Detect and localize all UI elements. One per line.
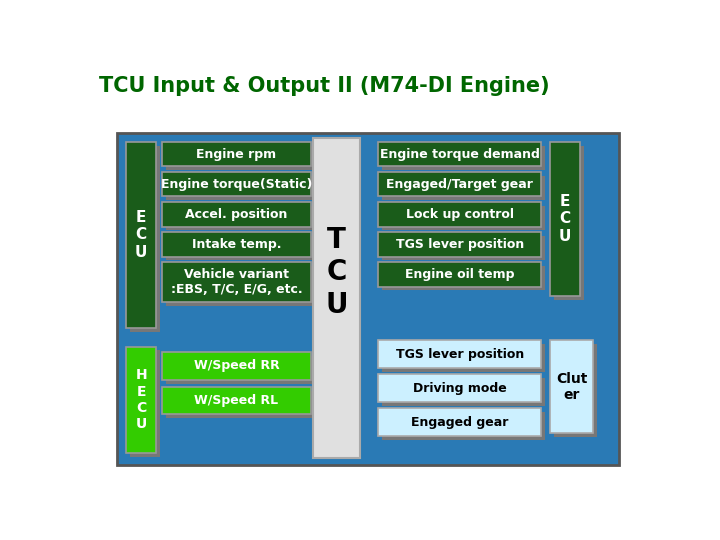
Text: Driving mode: Driving mode [413, 382, 507, 395]
Text: Engine torque demand: Engine torque demand [379, 147, 539, 160]
Bar [313, 138, 360, 457]
Text: Engaged gear: Engaged gear [411, 416, 508, 429]
Bar [166, 236, 315, 260]
Text: Engine oil temp: Engine oil temp [405, 268, 514, 281]
Bar [554, 345, 597, 437]
Bar [166, 356, 315, 383]
Text: TGS lever position: TGS lever position [395, 238, 523, 251]
Text: Accel. position: Accel. position [185, 208, 288, 221]
Bar [117, 132, 619, 465]
Bar [378, 374, 541, 402]
Bar [550, 142, 580, 296]
Bar [162, 387, 311, 414]
Bar [378, 202, 541, 226]
Text: Clut
er: Clut er [556, 372, 588, 402]
Bar [378, 142, 541, 166]
Bar [382, 266, 545, 291]
Bar [382, 176, 545, 200]
Bar [127, 347, 156, 453]
Bar [166, 176, 315, 200]
Bar [162, 172, 311, 197]
Bar [382, 236, 545, 260]
Text: Engine torque(Static): Engine torque(Static) [161, 178, 312, 191]
Bar [166, 146, 315, 170]
Bar [382, 146, 545, 170]
Bar [378, 232, 541, 256]
Bar [382, 345, 545, 372]
Bar [162, 352, 311, 380]
Bar [166, 206, 315, 231]
Text: Engine rpm: Engine rpm [197, 147, 276, 160]
Text: W/Speed RR: W/Speed RR [194, 360, 279, 373]
Text: Lock up control: Lock up control [405, 208, 513, 221]
Text: Vehicle variant
:EBS, T/C, E/G, etc.: Vehicle variant :EBS, T/C, E/G, etc. [171, 268, 302, 296]
Bar [162, 262, 311, 302]
Bar [162, 202, 311, 226]
Text: T
C
U: T C U [325, 226, 348, 319]
Text: E
C
U: E C U [559, 194, 571, 244]
Bar [127, 142, 156, 328]
Bar [378, 340, 541, 368]
Bar [130, 350, 160, 457]
Bar [382, 412, 545, 440]
Bar [550, 340, 593, 433]
Bar [166, 266, 315, 306]
Bar [162, 142, 311, 166]
Text: TCU Input & Output II (M74-DI Engine): TCU Input & Output II (M74-DI Engine) [99, 76, 550, 96]
Text: TGS lever position: TGS lever position [395, 348, 523, 361]
Bar [378, 262, 541, 287]
Text: E
C
U: E C U [135, 210, 148, 260]
Bar [382, 378, 545, 406]
Text: Intake temp.: Intake temp. [192, 238, 282, 251]
Bar [162, 232, 311, 256]
Bar [554, 146, 584, 300]
Bar [130, 146, 160, 332]
Text: Engaged/Target gear: Engaged/Target gear [386, 178, 533, 191]
Bar [378, 172, 541, 197]
Bar [166, 390, 315, 418]
Text: W/Speed RL: W/Speed RL [194, 394, 279, 407]
Bar [378, 408, 541, 436]
Text: H
E
C
U: H E C U [135, 368, 147, 431]
Bar [382, 206, 545, 231]
